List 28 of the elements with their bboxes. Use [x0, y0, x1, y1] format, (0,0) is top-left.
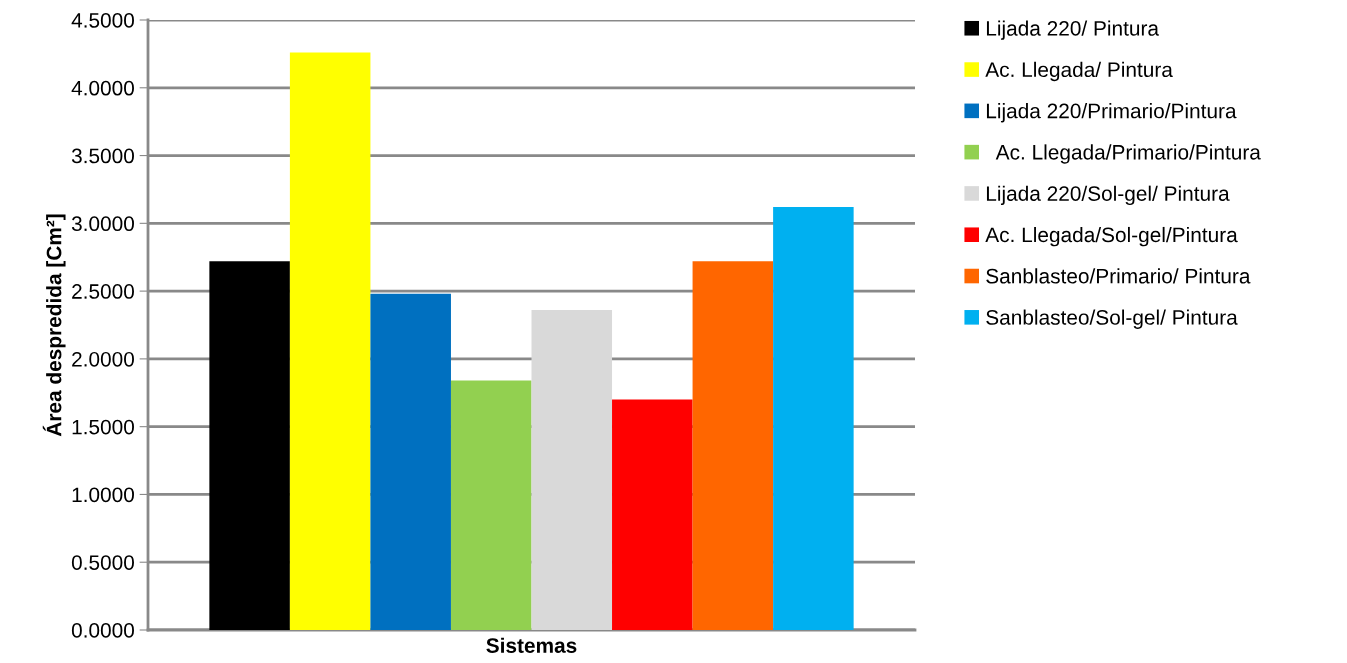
legend-label: Sanblasteo/Primario/ Pintura — [986, 268, 1251, 284]
legend-label: Lijada 220/Sol-gel/ Pintura — [986, 185, 1230, 206]
legend-label: Ac. Llegada/ Pintura — [985, 61, 1173, 82]
bar — [612, 399, 693, 630]
y-tick-label: 2.0000 — [72, 351, 134, 367]
y-tick-label: 3.0000 — [71, 216, 134, 232]
y-tick-label: 2.5000 — [72, 284, 134, 299]
y-tick-label: 4.0000 — [71, 80, 134, 96]
x-axis-title: Sistemas — [486, 637, 577, 653]
y-tick-label: 0.5000 — [71, 555, 134, 570]
bar — [209, 261, 290, 630]
bar — [531, 310, 613, 630]
y-tick-label: 1.5000 — [72, 419, 134, 435]
bar — [450, 380, 532, 630]
bar — [773, 207, 854, 630]
y-axis-title: Área despredida [Cm²] — [42, 214, 66, 437]
y-tick-label: 0.0000 — [71, 623, 134, 638]
bar — [289, 52, 371, 630]
y-tick-label: 1.0000 — [72, 487, 134, 503]
bar — [370, 293, 451, 630]
bar — [692, 261, 774, 630]
legend-label: Lijada 220/ Pintura — [986, 20, 1159, 40]
y-tick-label: 3.5000 — [71, 148, 134, 164]
legend-label: Sanblasteo/Sol-gel/ Pintura — [986, 309, 1238, 329]
legend-label: Ac. Llegada/Primario/Pintura — [995, 144, 1261, 164]
y-tick-label: 4.5000 — [71, 13, 134, 28]
legend-label: Ac. Llegada/Sol-gel/Pintura — [985, 226, 1238, 247]
legend-label: Lijada 220/Primario/Pintura — [986, 103, 1237, 123]
